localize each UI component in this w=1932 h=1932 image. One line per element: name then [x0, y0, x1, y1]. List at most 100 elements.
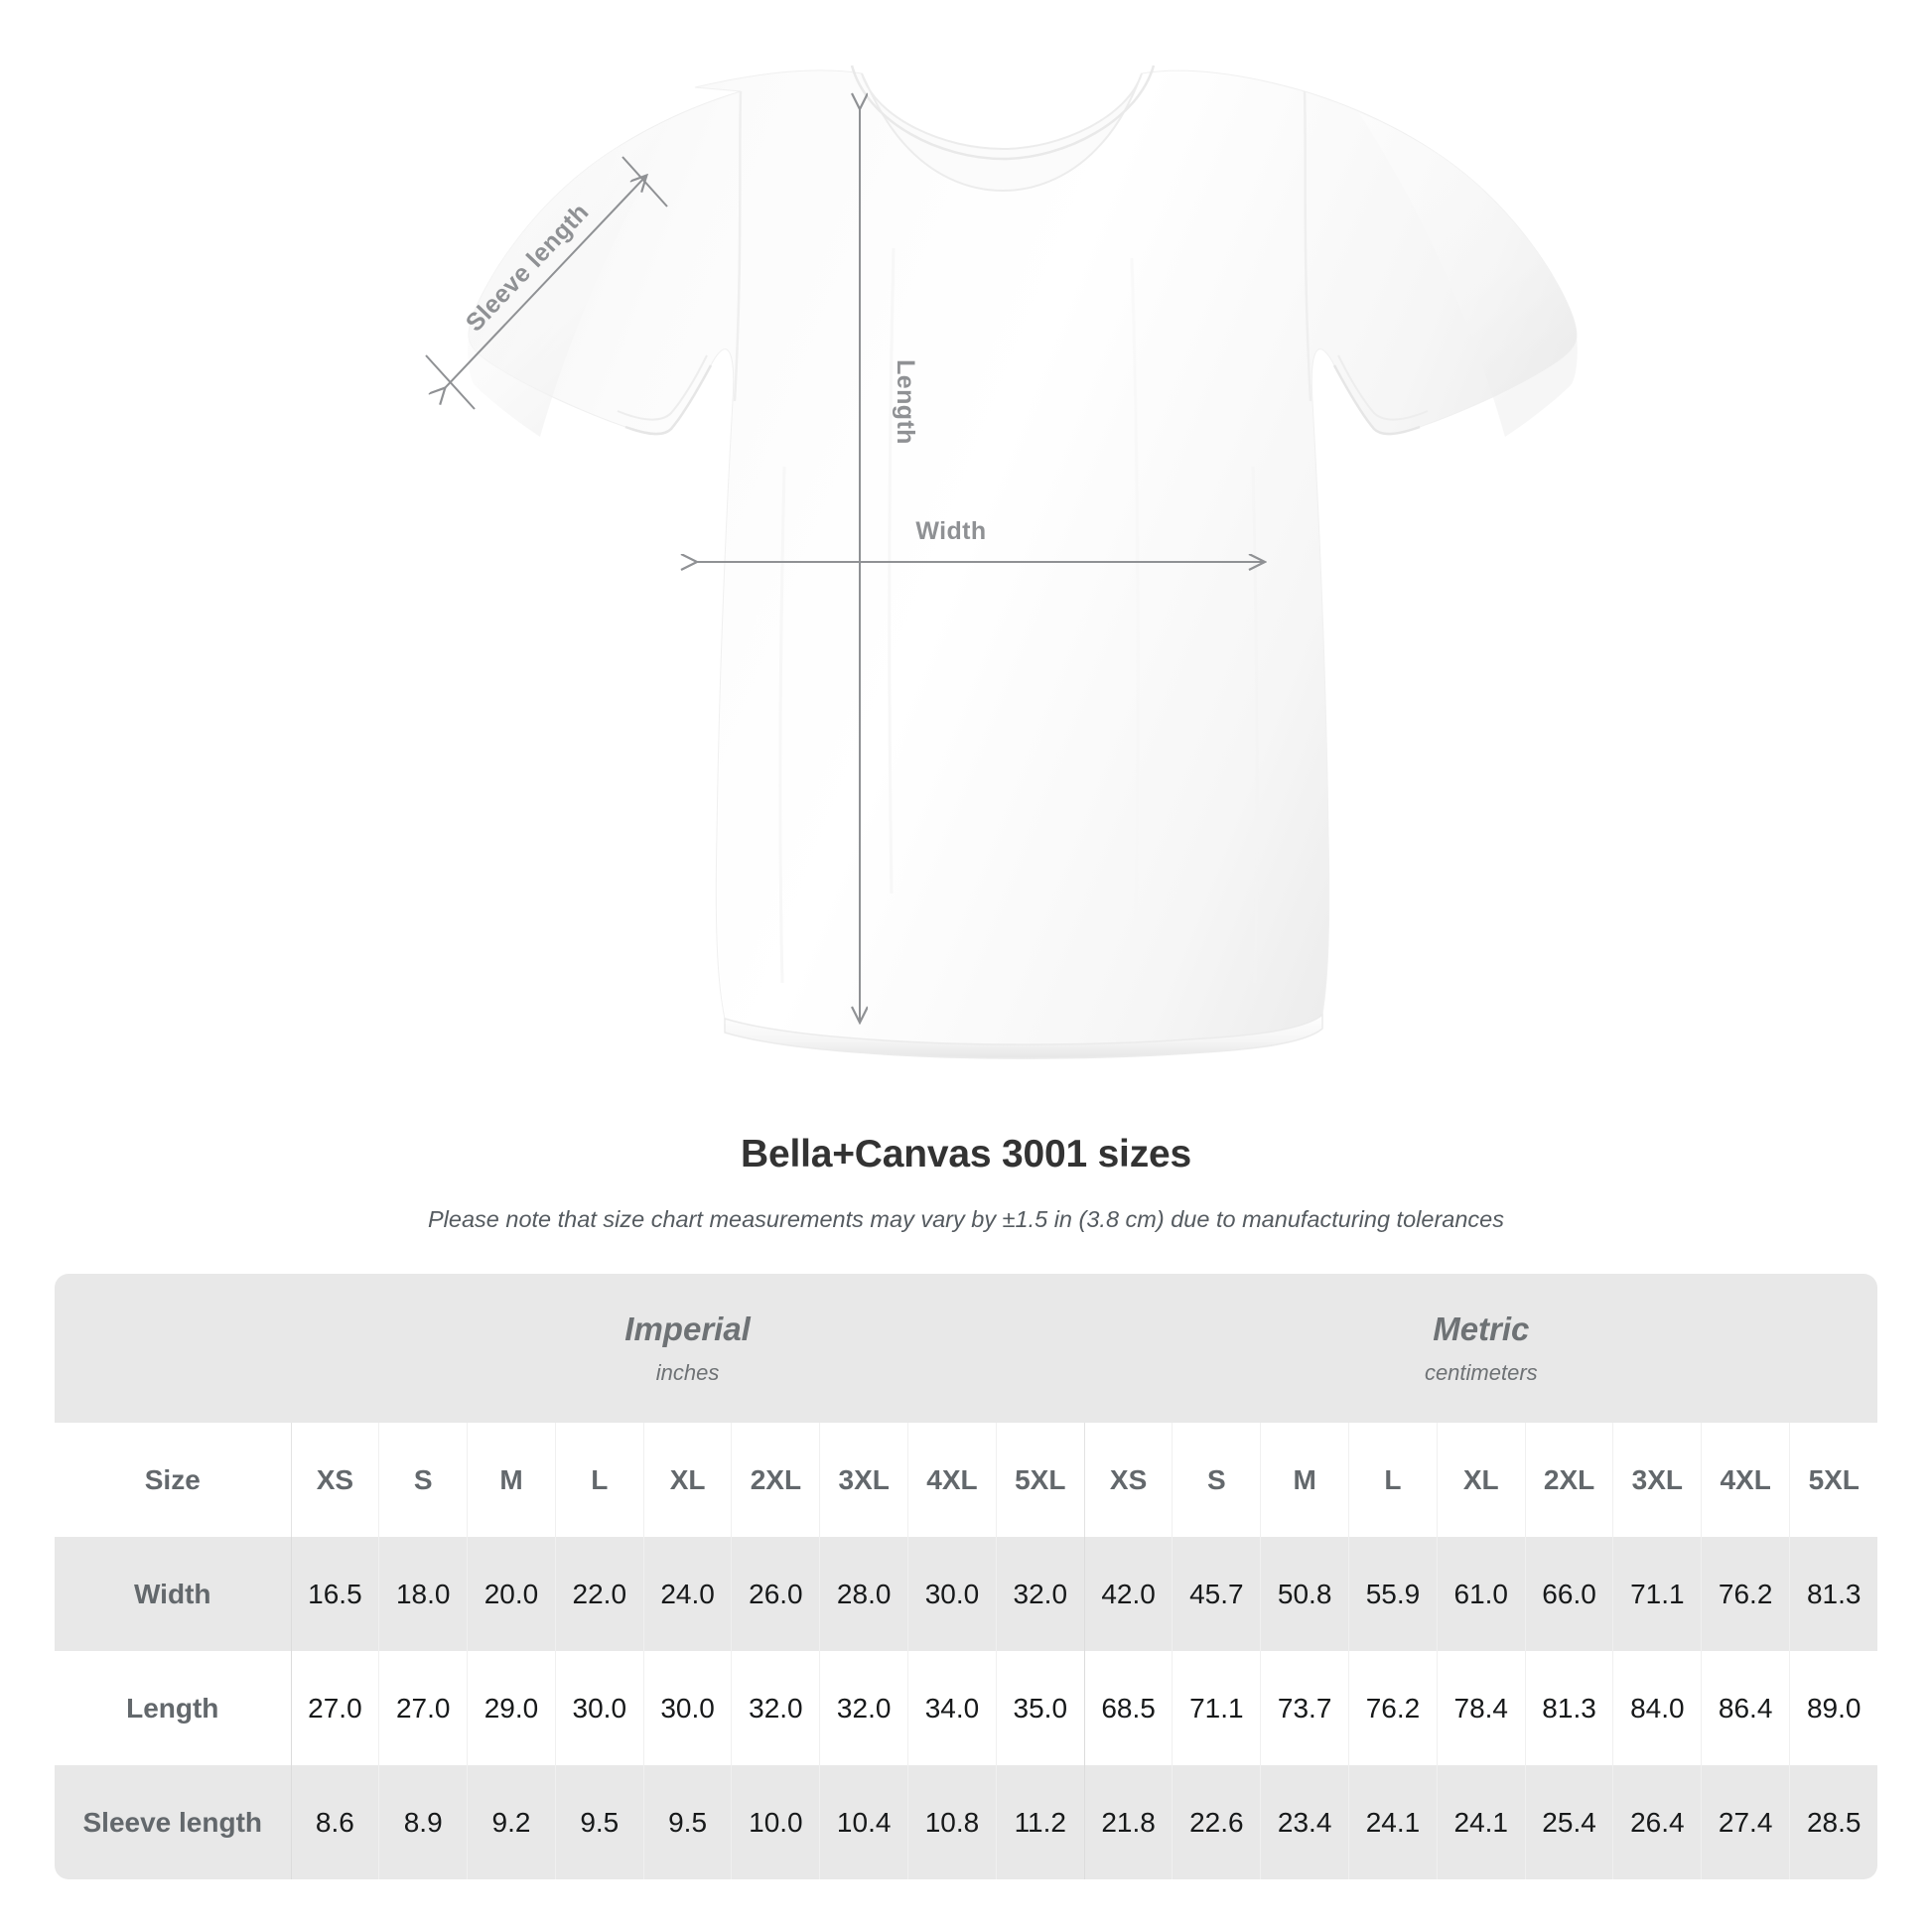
title-block: Bella+Canvas 3001 sizes Please note that… — [0, 1132, 1932, 1234]
right-shoulder-seam — [1303, 90, 1312, 402]
size-header-imperial-xs: XS — [290, 1423, 379, 1537]
size-table: Imperial inches Metric centimeters Size XS S M L… — [55, 1274, 1878, 1879]
cell-imperial: 30.0 — [554, 1651, 644, 1765]
unit-name: Imperial — [624, 1311, 751, 1348]
unit-header-imperial: Imperial inches — [291, 1274, 1085, 1423]
cell-imperial: 27.0 — [378, 1651, 468, 1765]
sleeve-start-tick — [425, 354, 476, 410]
size-header-metric-xs: XS — [1083, 1423, 1173, 1537]
cell-metric: 45.7 — [1172, 1537, 1261, 1651]
cell-metric: 78.4 — [1436, 1651, 1526, 1765]
cell-imperial: 9.5 — [642, 1765, 732, 1879]
unit-header-row: Imperial inches Metric centimeters — [55, 1274, 1878, 1423]
right-sleeve-hem — [1332, 364, 1421, 436]
tshirt-illustration: Length Width Sleeve length — [425, 65, 1578, 1059]
cell-imperial: 10.0 — [731, 1765, 820, 1879]
size-row-label: Size — [55, 1423, 291, 1537]
unit-header-spacer — [55, 1274, 291, 1423]
cell-imperial: 32.0 — [995, 1537, 1085, 1651]
page-title: Bella+Canvas 3001 sizes — [741, 1133, 1191, 1175]
cell-metric: 81.3 — [1524, 1651, 1613, 1765]
cell-metric: 50.8 — [1260, 1537, 1349, 1651]
size-header-metric-m: M — [1260, 1423, 1349, 1537]
right-sleeve-hem-inner — [1337, 354, 1429, 421]
cell-metric: 73.7 — [1260, 1651, 1349, 1765]
table-row: Sleeve length 8.6 8.9 9.2 9.5 9.5 10.0 10.4 10.8… — [55, 1765, 1878, 1879]
cell-imperial: 32.0 — [819, 1651, 908, 1765]
cell-imperial: 29.0 — [467, 1651, 556, 1765]
cell-metric: 76.2 — [1701, 1537, 1790, 1651]
cell-metric: 28.5 — [1789, 1765, 1878, 1879]
size-header-metric-2xl: 2XL — [1524, 1423, 1613, 1537]
sleeve-length-arrow — [444, 177, 645, 389]
size-header-imperial-s: S — [378, 1423, 468, 1537]
cell-imperial: 32.0 — [731, 1651, 820, 1765]
size-header-metric-4xl: 4XL — [1701, 1423, 1790, 1537]
cell-metric: 71.1 — [1172, 1651, 1261, 1765]
row-label-sleeve-length: Sleeve length — [55, 1765, 291, 1879]
cell-metric: 23.4 — [1260, 1765, 1349, 1879]
cell-metric: 24.1 — [1348, 1765, 1438, 1879]
right-sleeve-shade — [1358, 112, 1578, 437]
size-header-imperial-m: M — [467, 1423, 556, 1537]
cell-imperial: 30.0 — [642, 1651, 732, 1765]
cell-imperial: 8.6 — [290, 1765, 379, 1879]
cell-metric: 21.8 — [1083, 1765, 1173, 1879]
unit-header-metric: Metric centimeters — [1084, 1274, 1878, 1423]
size-header-imperial-l: L — [554, 1423, 644, 1537]
tshirt-body — [468, 69, 1578, 1045]
length-label: Length — [892, 359, 919, 445]
cell-metric: 22.6 — [1172, 1765, 1261, 1879]
cell-metric: 55.9 — [1348, 1537, 1438, 1651]
cell-metric: 25.4 — [1524, 1765, 1613, 1879]
left-sleeve-hem — [624, 364, 713, 436]
cell-imperial: 9.2 — [467, 1765, 556, 1879]
fabric-fold-1 — [888, 247, 896, 895]
cell-imperial: 8.9 — [378, 1765, 468, 1879]
fabric-fold-3 — [778, 466, 786, 984]
cell-imperial: 26.0 — [731, 1537, 820, 1651]
cell-metric: 24.1 — [1436, 1765, 1526, 1879]
cell-metric: 42.0 — [1083, 1537, 1173, 1651]
unit-subtitle: centimeters — [1424, 1360, 1538, 1386]
cell-imperial: 27.0 — [290, 1651, 379, 1765]
size-header-metric-l: L — [1348, 1423, 1438, 1537]
collar-outer-edge — [850, 65, 1156, 161]
sleeve-end-tick — [621, 156, 668, 207]
row-label-width: Width — [55, 1537, 291, 1651]
bottom-hem — [724, 1013, 1323, 1059]
cell-metric: 81.3 — [1789, 1537, 1878, 1651]
cell-metric: 26.4 — [1612, 1765, 1702, 1879]
cell-imperial: 10.4 — [819, 1765, 908, 1879]
size-header-imperial-5xl: 5XL — [995, 1423, 1085, 1537]
cell-imperial: 22.0 — [554, 1537, 644, 1651]
size-header-metric-xl: XL — [1436, 1423, 1526, 1537]
size-header-metric-3xl: 3XL — [1612, 1423, 1702, 1537]
cell-metric: 84.0 — [1612, 1651, 1702, 1765]
row-label-length: Length — [55, 1651, 291, 1765]
cell-metric: 68.5 — [1083, 1651, 1173, 1765]
cell-metric: 71.1 — [1612, 1537, 1702, 1651]
tolerance-note: Please note that size chart measurements… — [428, 1205, 1504, 1232]
size-header-imperial-4xl: 4XL — [907, 1423, 997, 1537]
size-header-row: Size XS S M L XL 2XL 3XL 4XL 5XL XS S M L XL 2XL 3XL 4XL 5… — [55, 1423, 1878, 1537]
collar-ribbing — [861, 72, 1143, 193]
table-row: Length 27.0 27.0 29.0 30.0 30.0 32.0 32.0 34.0 35… — [55, 1651, 1878, 1765]
cell-metric: 89.0 — [1789, 1651, 1878, 1765]
cell-metric: 66.0 — [1524, 1537, 1613, 1651]
width-label: Width — [915, 517, 986, 545]
cell-imperial: 35.0 — [995, 1651, 1085, 1765]
unit-name: Metric — [1433, 1311, 1530, 1348]
size-header-imperial-2xl: 2XL — [731, 1423, 820, 1537]
cell-metric: 27.4 — [1701, 1765, 1790, 1879]
cell-metric: 86.4 — [1701, 1651, 1790, 1765]
cell-imperial: 18.0 — [378, 1537, 468, 1651]
left-shoulder-seam — [733, 90, 743, 402]
cell-metric: 61.0 — [1436, 1537, 1526, 1651]
cell-imperial: 30.0 — [907, 1537, 997, 1651]
size-header-metric-s: S — [1172, 1423, 1261, 1537]
size-table-container: Imperial inches Metric centimeters Size XS S M L… — [55, 1274, 1878, 1879]
cell-imperial: 9.5 — [554, 1765, 644, 1879]
cell-imperial: 11.2 — [995, 1765, 1085, 1879]
